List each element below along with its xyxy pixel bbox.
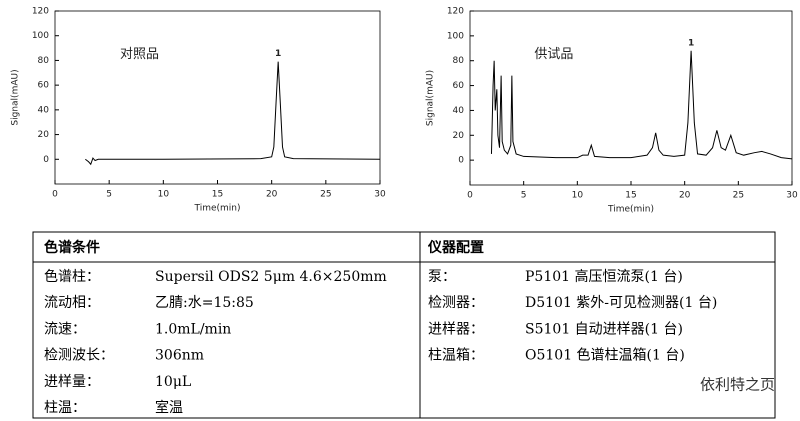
x-tick-label: 30 bbox=[786, 191, 798, 201]
x-tick-label: 5 bbox=[521, 191, 527, 201]
chromatogram-line bbox=[85, 61, 381, 166]
table-cell: 流动相： bbox=[44, 295, 100, 311]
x-tick-label: 10 bbox=[158, 190, 170, 200]
y-tick-label: 60 bbox=[453, 81, 465, 91]
plot-frame bbox=[54, 10, 381, 185]
plot-frame bbox=[469, 10, 793, 186]
table-cell: S5101 自动进样器(1 台) bbox=[525, 321, 683, 337]
y-tick-label: 20 bbox=[38, 130, 50, 140]
table-cell: 检测波长： bbox=[44, 348, 114, 364]
x-tick-label: 15 bbox=[625, 191, 636, 201]
y-tick-label: 40 bbox=[38, 105, 50, 115]
x-tick-label: 30 bbox=[374, 190, 386, 200]
table-cell: 柱温： bbox=[44, 400, 86, 416]
y-tick-label: 0 bbox=[458, 156, 464, 166]
x-tick-label: 25 bbox=[320, 190, 331, 200]
x-tick-label: 0 bbox=[467, 191, 473, 201]
table-cell: D5101 紫外-可见检测器(1 台) bbox=[525, 295, 717, 311]
table-cell: 进样量： bbox=[44, 374, 100, 390]
y-tick-label: 20 bbox=[453, 131, 465, 141]
table-cell: 进样器： bbox=[428, 321, 484, 337]
table-cell: P5101 高压恒流泵(1 台) bbox=[525, 268, 683, 285]
table-cell: 柱温箱： bbox=[428, 348, 484, 364]
x-tick-label: 0 bbox=[52, 190, 58, 200]
table-cell: 检测器： bbox=[428, 295, 484, 311]
x-tick-label: 5 bbox=[106, 190, 112, 200]
x-tick-label: 25 bbox=[733, 191, 744, 201]
y-tick-label: 80 bbox=[38, 56, 50, 66]
chromatogram-line bbox=[490, 50, 793, 160]
table-cell: 流速： bbox=[44, 321, 86, 337]
table-cell: 10μL bbox=[155, 374, 191, 390]
table-cell: 乙腈:水=15:85 bbox=[155, 295, 254, 311]
x-axis-label: Time(min) bbox=[607, 205, 654, 215]
table-header: 仪器配置 bbox=[427, 239, 484, 256]
table-cell: Supersil ODS2 5μm 4.6×250mm bbox=[155, 269, 387, 285]
peak-label: 1 bbox=[275, 49, 281, 59]
table-cell: O5101 色谱柱温箱(1 台) bbox=[525, 347, 685, 364]
table-cell: 泵： bbox=[428, 269, 456, 285]
y-tick-label: 60 bbox=[38, 81, 50, 91]
x-tick-label: 20 bbox=[266, 190, 278, 200]
y-tick-label: 0 bbox=[43, 155, 49, 165]
x-tick-label: 20 bbox=[679, 191, 691, 201]
table-frame bbox=[32, 231, 776, 419]
x-tick-label: 15 bbox=[212, 190, 223, 200]
y-tick-label: 100 bbox=[447, 31, 464, 41]
table-cell: 1.0mL/min bbox=[155, 321, 231, 337]
table-header: 色谱条件 bbox=[44, 239, 100, 256]
x-tick-label: 10 bbox=[572, 191, 584, 201]
sample-label: 供试品 bbox=[534, 47, 573, 62]
watermark: 依利特之页 bbox=[700, 376, 775, 394]
table-cell: 色谱柱： bbox=[44, 268, 100, 285]
peak-label: 1 bbox=[688, 38, 694, 48]
y-axis-label: Signal(mAU) bbox=[11, 69, 21, 125]
y-tick-label: 120 bbox=[32, 7, 49, 17]
sample-label: 对照品 bbox=[120, 47, 159, 62]
y-tick-label: 80 bbox=[453, 56, 465, 66]
table-cell: 室温 bbox=[155, 399, 183, 416]
y-tick-label: 120 bbox=[447, 7, 464, 17]
y-axis-label: Signal(mAU) bbox=[426, 70, 436, 126]
y-tick-label: 40 bbox=[453, 106, 465, 116]
y-tick-label: 100 bbox=[32, 31, 49, 41]
x-axis-label: Time(min) bbox=[193, 204, 240, 214]
table-cell: 306nm bbox=[155, 348, 204, 364]
